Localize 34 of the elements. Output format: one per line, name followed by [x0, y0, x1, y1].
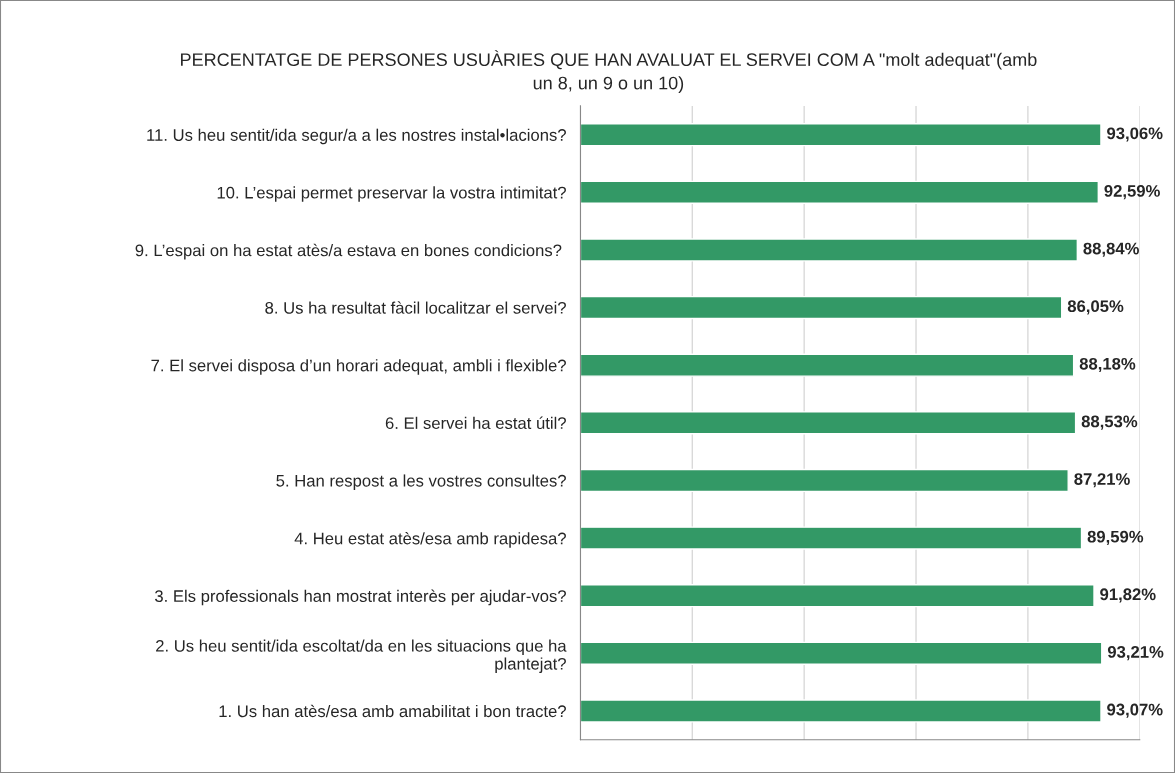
bar — [580, 180, 1100, 204]
y-tick-label: 6. El servei ha estat útil? — [385, 416, 566, 430]
data-label: 93,07% — [1107, 703, 1163, 718]
bar — [580, 584, 1095, 608]
data-label: 88,84% — [1083, 242, 1139, 257]
y-tick-label: 7. El servei disposa d’un horari adequat, ambli i flexible? — [151, 359, 566, 375]
bar — [580, 411, 1077, 435]
bar — [580, 699, 1102, 723]
bar — [580, 123, 1102, 147]
y-tick-label: 2. Us heu sentit/ida escoltat/da en les situacions que ha plantejat? — [156, 639, 567, 674]
y-tick-label: 9. L’espai on ha estat atès/a estava en bones condicions? — [135, 243, 562, 260]
y-tick-label: 3. Els professionals han mostrat interès per ajudar-vos? — [154, 589, 566, 606]
y-tick-label: 8. Us ha resultat fàcil localitzar el servei? — [265, 301, 566, 314]
y-tick-label: 11. Us heu sentit/ida segur/a a les nostres instal•lacions? — [147, 128, 566, 145]
y-tick-label: 4. Heu estat atès/esa amb rapidesa? — [294, 531, 566, 548]
bar — [580, 468, 1069, 493]
data-label: 86,05% — [1067, 300, 1124, 315]
bar — [580, 238, 1079, 262]
data-label: 88,53% — [1081, 415, 1138, 430]
bar — [580, 353, 1075, 377]
data-label: 93,21% — [1107, 646, 1164, 661]
chart-title: PERCENTATGE DE PERSONES USUÀRIES QUE HAN AVALUAT EL SERVEI COM A "molt adequat"(amb un 8, un 9 o un 10) — [181, 50, 1037, 93]
data-label: 87,21% — [1074, 473, 1130, 488]
bar — [580, 641, 1103, 665]
data-label: 92,59% — [1104, 185, 1160, 200]
bar — [580, 526, 1083, 550]
data-label: 93,06% — [1107, 127, 1163, 142]
data-label: 88,18% — [1079, 357, 1136, 373]
data-label: 89,59% — [1087, 530, 1144, 545]
bar — [580, 295, 1063, 320]
data-label: 91,82% — [1100, 588, 1156, 603]
y-tick-label: 5. Han respost a les vostres consultes? — [276, 474, 566, 490]
y-tick-label: 1. Us han atès/esa amb amabilitat i bon tracte? — [219, 704, 566, 718]
y-tick-label: 10. L’espai permet preservar la vostra intimitat? — [217, 186, 566, 202]
